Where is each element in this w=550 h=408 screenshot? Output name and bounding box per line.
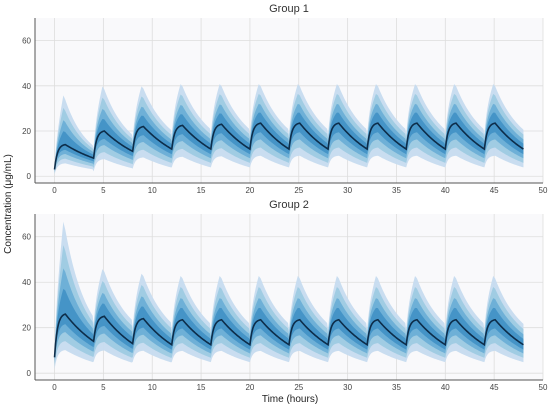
y-tick-label: 0 xyxy=(27,369,32,378)
x-tick-label: 50 xyxy=(539,186,548,195)
x-tick-label: 5 xyxy=(101,186,106,195)
panel-group-1: 0 5 10 15 20 25 30 35 40 45 50 0 20 40 60 Group 1 xyxy=(22,3,548,195)
x-tick-label: 10 xyxy=(148,383,157,392)
x-tick-label: 20 xyxy=(245,383,254,392)
panel-title: Group 2 xyxy=(269,199,309,211)
y-tick-label: 20 xyxy=(22,127,31,136)
y-tick-label: 60 xyxy=(22,233,31,242)
x-tick-label: 40 xyxy=(441,383,450,392)
x-tick-label: 5 xyxy=(101,383,106,392)
x-tick-label: 40 xyxy=(441,186,450,195)
prediction-band-1 xyxy=(54,221,524,370)
x-tick-label: 0 xyxy=(52,383,57,392)
x-tick-label: 0 xyxy=(52,186,57,195)
x-tick-label: 20 xyxy=(245,186,254,195)
x-tick-label: 45 xyxy=(490,383,499,392)
x-tick-label: 15 xyxy=(197,383,206,392)
median-line xyxy=(53,122,524,170)
x-tick-label: 10 xyxy=(148,186,157,195)
y-tick-label: 40 xyxy=(22,82,31,91)
x-axis-label: Time (hours) xyxy=(262,394,318,405)
prediction-band-4 xyxy=(54,112,524,171)
y-tick-label: 60 xyxy=(22,37,31,46)
x-tick-label: 15 xyxy=(197,186,206,195)
y-tick-label: 0 xyxy=(27,172,32,181)
y-axis-label: Concentration (μg/mL) xyxy=(3,154,14,254)
x-tick-label: 35 xyxy=(392,383,401,392)
x-tick-label: 25 xyxy=(294,383,303,392)
y-tick-label: 20 xyxy=(22,324,31,333)
x-tick-label: 30 xyxy=(343,383,352,392)
prediction-band-3 xyxy=(54,103,524,172)
median-line xyxy=(53,313,524,358)
panel-group-2: 0 5 10 15 20 25 30 35 40 45 50 0 20 40 60 Group 2 xyxy=(22,199,548,392)
y-tick-label: 40 xyxy=(22,278,31,287)
x-tick-label: 30 xyxy=(343,186,352,195)
x-tick-label: 45 xyxy=(490,186,499,195)
x-tick-label: 35 xyxy=(392,186,401,195)
x-tick-label: 50 xyxy=(539,383,548,392)
prediction-band-2 xyxy=(54,245,524,367)
panel-title: Group 1 xyxy=(269,3,309,15)
x-tick-label: 25 xyxy=(294,186,303,195)
